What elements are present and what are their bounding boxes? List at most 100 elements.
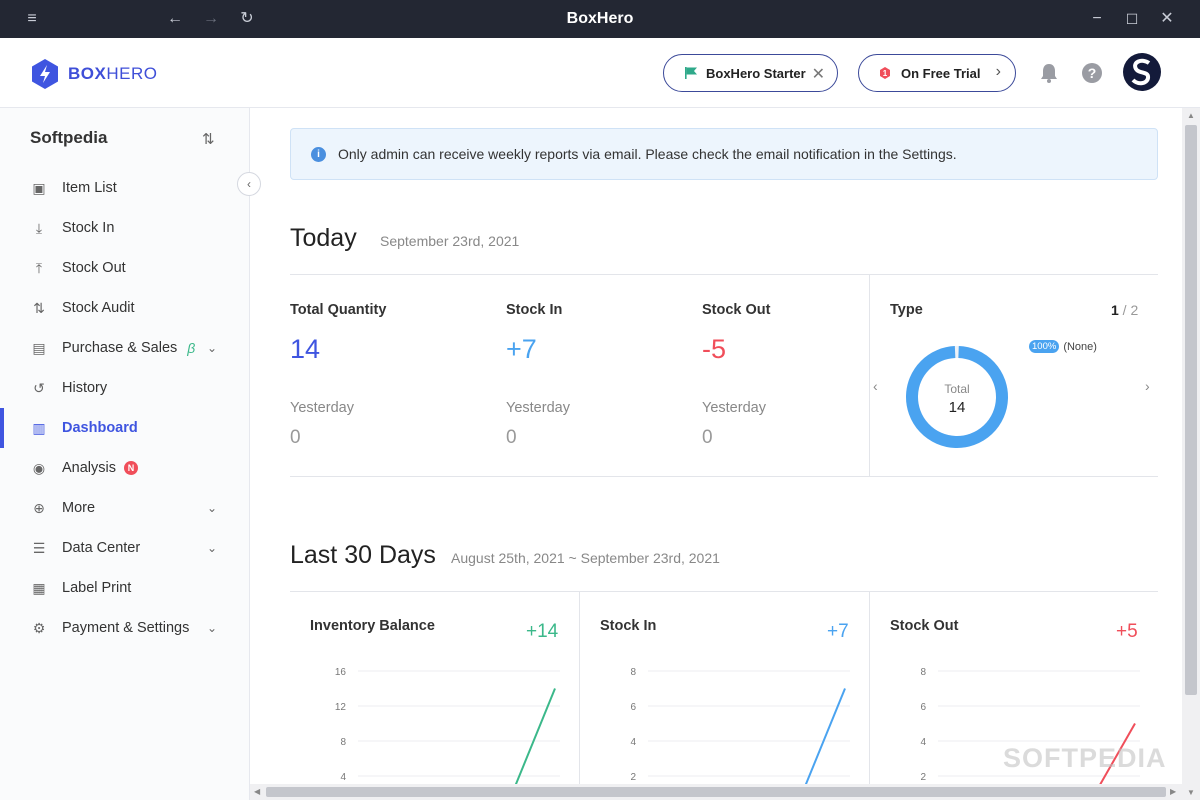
divider: [290, 274, 1158, 275]
sidebar-item-stock-out[interactable]: ⤒ Stock Out: [0, 248, 249, 288]
beta-badge: β: [187, 340, 196, 356]
horizontal-scrollbar[interactable]: ◀ ▶: [250, 784, 1182, 800]
scroll-right-icon[interactable]: ▶: [1170, 787, 1177, 796]
stock-out-30-chart: 8 6 4 2: [920, 667, 1140, 784]
scroll-down-icon[interactable]: ▼: [1187, 788, 1195, 797]
last30-title: Last 30 Days: [290, 541, 436, 569]
swap-icon: ⇅: [33, 299, 45, 316]
legend-percent: 100%: [1029, 340, 1060, 353]
today-title: Today: [290, 224, 357, 252]
avatar[interactable]: [1122, 52, 1162, 92]
sidebar-item-payment-settings[interactable]: ⚙ Payment & Settings ⌄: [0, 608, 249, 648]
back-arrow-icon[interactable]: ←: [167, 10, 183, 27]
next-chevron-icon[interactable]: ›: [1145, 378, 1150, 394]
sidebar-item-label: Label Print: [62, 580, 132, 596]
database-icon: ☰: [32, 539, 46, 556]
reload-icon[interactable]: ↻: [240, 10, 254, 27]
type-label: Type: [890, 302, 923, 318]
y-tick-label: 12: [335, 702, 347, 713]
sidebar-item-stock-in[interactable]: ⤓ Stock In: [0, 208, 249, 248]
barcode-icon: ▦: [32, 579, 46, 596]
chevron-right-icon: ›: [995, 63, 1001, 80]
plan-pill[interactable]: BoxHero Starter ✕: [663, 54, 838, 92]
maximize-icon[interactable]: ☐: [1125, 11, 1139, 27]
alert-badge-icon: 1: [880, 67, 890, 79]
sidebar-item-stock-audit[interactable]: ⇅ Stock Audit: [0, 288, 249, 328]
sidebar-item-purchase-sales[interactable]: ▤ Purchase & Sales β ⌄: [0, 328, 249, 368]
sidebar-item-label: Stock Out: [62, 260, 126, 276]
box-icon: ▣: [32, 179, 46, 196]
menu-icon[interactable]: ≡: [27, 10, 37, 27]
bar-chart-icon: ▥: [32, 419, 46, 436]
sidebar-item-analysis[interactable]: ◉ Analysis N: [0, 448, 249, 488]
total-quantity-yesterday-value: 0: [290, 427, 301, 448]
total-quantity-value: 14: [290, 334, 321, 364]
stock-in-value: +7: [506, 334, 537, 364]
prev-chevron-icon[interactable]: ‹: [873, 378, 878, 394]
history-icon: ↺: [33, 379, 45, 396]
sidebar-item-item-list[interactable]: ▣ Item List: [0, 168, 249, 208]
stock-out-yesterday-value: 0: [702, 427, 713, 448]
y-tick-label: 2: [630, 772, 636, 783]
app-header: BOXHERO BoxHero Starter ✕ 1 On Free Tria…: [0, 38, 1200, 108]
stock-out-value: -5: [702, 334, 727, 364]
sidebar-item-history[interactable]: ↺ History: [0, 368, 249, 408]
collapse-sidebar-button[interactable]: ‹: [237, 172, 261, 196]
divider: [579, 592, 580, 784]
legend-name: (None): [1063, 340, 1097, 353]
chevron-down-icon: ⌄: [206, 501, 217, 515]
divider: [290, 591, 1158, 592]
bell-icon[interactable]: [1038, 62, 1060, 84]
watermark: SOFTPEDIA: [1003, 743, 1167, 773]
stock-in-30-label: Stock In: [600, 618, 657, 634]
chevron-down-icon: ⌄: [206, 541, 217, 555]
close-plan-icon[interactable]: ✕: [811, 66, 825, 83]
y-tick-label: 16: [335, 667, 347, 678]
donut-slice-none: [906, 346, 1008, 448]
type-legend: 100% (None): [1029, 340, 1097, 353]
sidebar-item-data-center[interactable]: ☰ Data Center ⌄: [0, 528, 249, 568]
stock-out-label: Stock Out: [702, 302, 771, 318]
plus-circle-icon: ⊕: [33, 499, 45, 516]
y-tick-label: 4: [920, 737, 926, 748]
sort-icon[interactable]: ⇅: [202, 131, 215, 148]
series-line: [1099, 723, 1136, 784]
arrow-up-icon: ⤒: [35, 259, 43, 276]
window-title: BoxHero: [566, 10, 634, 27]
horizontal-scroll-thumb[interactable]: [266, 787, 1166, 797]
scroll-left-icon[interactable]: ◀: [254, 787, 261, 796]
total-quantity-yesterday-label: Yesterday: [290, 400, 354, 416]
boxhero-logo[interactable]: BOXHERO: [30, 58, 157, 90]
sidebar-item-more[interactable]: ⊕ More ⌄: [0, 488, 249, 528]
divider: [869, 275, 870, 476]
trial-pill[interactable]: 1 On Free Trial ›: [858, 54, 1016, 92]
today-date: September 23rd, 2021: [380, 233, 520, 249]
y-tick-label: 8: [920, 667, 926, 678]
document-icon: ▤: [32, 339, 46, 356]
sidebar-item-label-print[interactable]: ▦ Label Print: [0, 568, 249, 608]
stock-in-yesterday-label: Yesterday: [506, 400, 570, 416]
stock-out-30-label: Stock Out: [890, 618, 959, 634]
sidebar-item-label: Stock Audit: [62, 300, 135, 316]
vertical-scrollbar[interactable]: ▲ ▼: [1182, 108, 1200, 800]
scroll-up-icon[interactable]: ▲: [1187, 111, 1195, 120]
minimize-icon[interactable]: −: [1092, 10, 1102, 27]
y-tick-label: 2: [920, 772, 926, 783]
y-tick-label: 6: [920, 702, 926, 713]
inventory-balance-delta: +14: [526, 621, 559, 642]
help-icon[interactable]: ?: [1081, 62, 1103, 84]
y-tick-label: 8: [340, 737, 346, 748]
close-icon[interactable]: ✕: [1160, 10, 1174, 27]
info-icon: i: [311, 146, 326, 162]
forward-arrow-icon[interactable]: →: [203, 10, 219, 27]
window-titlebar: ≡ ← → ↻ BoxHero − ☐ ✕: [0, 0, 1200, 38]
vertical-scroll-thumb[interactable]: [1185, 125, 1197, 695]
logo-text: BOXHERO: [68, 64, 158, 83]
donut-total-value: 14: [949, 399, 966, 416]
inventory-balance-label: Inventory Balance: [310, 618, 435, 634]
plan-pill-label: BoxHero Starter: [706, 65, 806, 81]
gear-icon: ⚙: [32, 619, 46, 636]
sidebar-item-dashboard[interactable]: ▥ Dashboard: [0, 408, 249, 448]
stock-in-yesterday-value: 0: [506, 427, 517, 448]
donut-total-label: Total: [944, 382, 969, 396]
